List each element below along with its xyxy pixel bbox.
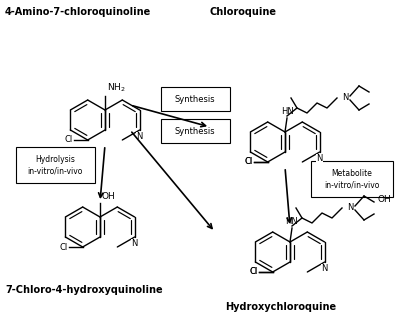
- Text: 4-Amino-7-chloroquinoline: 4-Amino-7-chloroquinoline: [5, 7, 151, 17]
- Text: NH$_2$: NH$_2$: [107, 81, 126, 94]
- Text: N: N: [347, 203, 353, 213]
- Text: Cl: Cl: [249, 267, 258, 277]
- Text: 7-Chloro-4-hydroxyquinoline: 7-Chloro-4-hydroxyquinoline: [5, 285, 163, 295]
- Text: N: N: [132, 239, 138, 248]
- Text: OH: OH: [102, 192, 116, 201]
- FancyBboxPatch shape: [311, 161, 393, 197]
- Text: N: N: [136, 132, 143, 141]
- Text: N: N: [342, 94, 348, 102]
- Text: Cl: Cl: [245, 158, 253, 166]
- Text: HN: HN: [281, 107, 294, 116]
- FancyBboxPatch shape: [160, 87, 229, 111]
- Text: Cl: Cl: [249, 267, 258, 277]
- FancyBboxPatch shape: [16, 147, 95, 183]
- Text: N: N: [316, 154, 323, 163]
- Text: HN: HN: [286, 217, 298, 226]
- Text: Chloroquine: Chloroquine: [210, 7, 277, 17]
- Text: Cl: Cl: [65, 135, 73, 145]
- FancyBboxPatch shape: [160, 119, 229, 143]
- Text: Synthesis: Synthesis: [175, 127, 215, 135]
- Text: Hydrolysis
in-vitro/in-vivo: Hydrolysis in-vitro/in-vivo: [27, 155, 83, 175]
- Text: Synthesis: Synthesis: [175, 95, 215, 104]
- Text: Cl: Cl: [245, 158, 253, 166]
- Text: Hydroxychloroquine: Hydroxychloroquine: [225, 302, 336, 312]
- Text: Cl: Cl: [59, 243, 68, 251]
- Text: N: N: [322, 264, 328, 273]
- Text: OH: OH: [378, 196, 392, 204]
- Text: Metabolite
in-vitro/in-vivo: Metabolite in-vitro/in-vivo: [324, 169, 380, 189]
